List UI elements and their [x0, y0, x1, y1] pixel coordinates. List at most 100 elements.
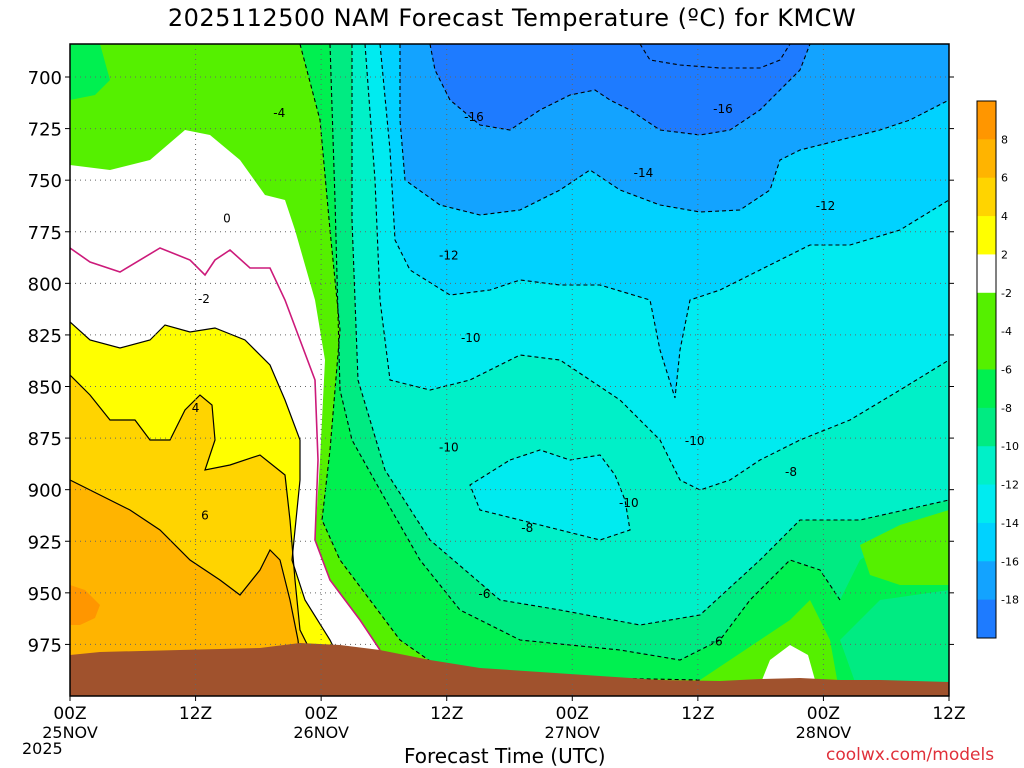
y-axis: 700 725 750 775 800 825 850 875 900 925 950 975	[28, 68, 954, 656]
y-tick-label: 875	[28, 429, 62, 450]
colorbar-label: -6	[1001, 364, 1012, 377]
y-tick-label: 700	[28, 68, 62, 89]
colorbar-label: -4	[1001, 325, 1012, 338]
credit-link[interactable]: coolwx.com/models	[826, 745, 995, 765]
contour-m8	[351, 44, 949, 626]
colorbar-label: -16	[1001, 555, 1019, 568]
colorbar-label: 4	[1001, 210, 1008, 223]
colorbar-swatch	[977, 101, 996, 140]
colorbar-swatch	[977, 561, 996, 601]
colorbar-label: 8	[1001, 133, 1008, 146]
contour-label: -6	[478, 587, 490, 601]
ground-terrain	[70, 643, 949, 696]
contour-label: 0	[223, 211, 231, 225]
colorbar-label: 6	[1001, 172, 1008, 185]
contour-m12	[379, 44, 949, 399]
contour-m2	[70, 321, 341, 661]
colorbar-label: -10	[1001, 440, 1019, 453]
x-axis-title: Forecast Time (UTC)	[404, 744, 606, 768]
contour-label: -10	[619, 496, 639, 510]
contour-m10	[364, 44, 949, 491]
year-label: 2025	[22, 739, 63, 758]
colorbar-swatch	[977, 177, 996, 217]
x-tick-label: 00Z	[53, 704, 86, 724]
contour-m16	[429, 44, 811, 136]
x-tick-date-label: 28NOV	[796, 723, 852, 742]
contour-labels: -4 0 -2 4 6 -16 -16 -14 -12 -12 -10 -10 -10 -10 -8 -8 -6…	[192, 102, 836, 648]
colorbar-swatch	[977, 254, 996, 294]
colorbar-swatch	[977, 407, 996, 447]
colorbar-label: -14	[1001, 517, 1019, 530]
colorbar-label: 2	[1001, 248, 1008, 261]
x-tick-label: 12Z	[179, 704, 212, 724]
contour-label: -12	[816, 199, 836, 213]
contour-label: -12	[439, 248, 459, 262]
y-tick-label: 800	[28, 274, 62, 295]
contour-label: -2	[198, 292, 210, 306]
y-tick-label: 825	[28, 326, 62, 347]
y-tick-label: 725	[28, 120, 62, 141]
contour-label: -6	[711, 634, 723, 648]
colorbar-swatch	[977, 369, 996, 409]
x-tick-label: 00Z	[305, 704, 338, 724]
colorbar-swatch	[977, 216, 996, 255]
x-tick-label: 12Z	[430, 704, 463, 724]
y-tick-label: 975	[28, 635, 62, 656]
contour-label: -14	[634, 166, 654, 180]
gridlines	[70, 44, 949, 696]
contour-m6	[329, 44, 841, 661]
temperature-fill-layer	[70, 44, 949, 696]
band-p6-p8	[70, 480, 300, 660]
colorbar-label: -2	[1001, 287, 1012, 300]
colorbar-swatch	[977, 599, 996, 639]
contour-label: -10	[685, 434, 705, 448]
y-tick-label: 900	[28, 481, 62, 502]
plot-frame	[69, 43, 950, 697]
contour-line-layer	[70, 44, 949, 681]
colorbar-swatch	[977, 522, 996, 562]
y-tick-label: 925	[28, 532, 62, 553]
contour-p6	[70, 479, 301, 661]
contour-m14	[399, 44, 949, 216]
band-m20-m18	[640, 44, 790, 68]
y-tick-label: 750	[28, 171, 62, 192]
x-tick-date-label: 27NOV	[544, 723, 600, 742]
colorbar-swatch	[977, 484, 996, 524]
contour-zero	[70, 247, 381, 651]
chart-title: 2025112500 NAM Forecast Temperature (ºC)…	[167, 4, 857, 32]
band-m12-island	[470, 450, 630, 540]
colorbar-label: -12	[1001, 479, 1019, 492]
band-m4-island	[70, 44, 110, 100]
colorbar-label: -18	[1001, 594, 1019, 607]
contour-label: -16	[713, 102, 733, 116]
contour-label: -16	[464, 110, 484, 124]
y-tick-label: 775	[28, 223, 62, 244]
colorbar-swatch	[977, 139, 996, 179]
colorbar-label: -8	[1001, 402, 1012, 415]
colorbar: 8 6 4 2 -2 -4 -6 -8 -10 -12 -14 -16 -18	[976, 100, 1019, 639]
contour-label: -4	[273, 106, 285, 120]
colorbar-swatch	[977, 331, 996, 370]
contour-label: 6	[201, 508, 209, 522]
contour-p4	[70, 374, 311, 651]
x-tick-label: 00Z	[807, 704, 840, 724]
x-tick-label: 12Z	[932, 704, 965, 724]
contour-label: -8	[521, 521, 533, 535]
y-tick-label: 950	[28, 584, 62, 605]
contour-m10-island	[469, 449, 631, 541]
x-tick-label: 12Z	[681, 704, 714, 724]
contour-label: 4	[192, 401, 200, 415]
y-tick-label: 850	[28, 378, 62, 399]
x-tick-label: 00Z	[556, 704, 589, 724]
band-m2-p2-dome	[762, 645, 815, 680]
band-p8	[70, 585, 100, 625]
colorbar-frame	[976, 100, 997, 639]
x-tick-date-label: 26NOV	[293, 723, 349, 742]
x-tick-date-label: 25NOV	[42, 723, 98, 742]
band-m4-pocket	[860, 510, 949, 585]
colorbar-swatch	[977, 292, 996, 332]
colorbar-swatch	[977, 446, 996, 486]
contour-label: -10	[461, 331, 481, 345]
